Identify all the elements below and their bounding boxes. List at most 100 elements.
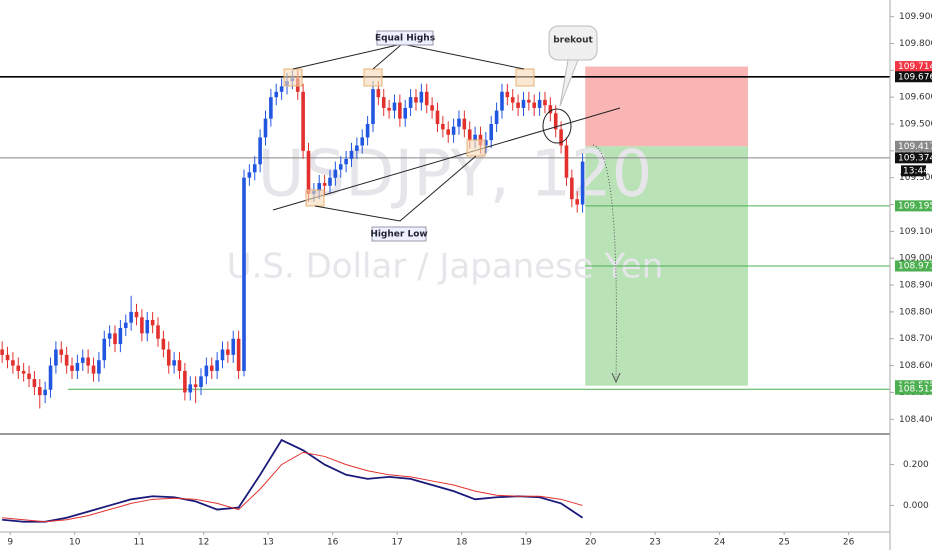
x-tick-label: 18 xyxy=(456,538,468,548)
candle-body xyxy=(204,365,209,377)
y-tick-label: 109.300 xyxy=(899,173,932,183)
candle-body xyxy=(575,199,580,205)
candle-body xyxy=(140,317,144,334)
candle-body xyxy=(107,333,112,339)
candle-body xyxy=(537,99,542,108)
candle-body xyxy=(510,97,515,103)
price-tag: 109.714 xyxy=(898,62,932,72)
y-tick-label: 108.900 xyxy=(899,281,932,291)
arrow-head xyxy=(611,372,621,384)
candle-body xyxy=(279,86,284,92)
candle-body xyxy=(11,360,15,366)
highlight-box xyxy=(305,189,325,207)
breakout-circle xyxy=(542,108,572,144)
y-tick-label: 108.700 xyxy=(899,334,932,344)
candle-body xyxy=(54,349,58,366)
price-tag: 109.676 xyxy=(898,72,932,82)
candle-body xyxy=(64,354,69,366)
highlight-box xyxy=(363,68,383,87)
candle-body xyxy=(252,164,257,173)
candle-body xyxy=(150,319,155,326)
candle-body xyxy=(473,134,477,141)
price-tag-bg xyxy=(895,260,932,272)
candle-body xyxy=(392,102,397,111)
x-tick-label: 11 xyxy=(133,538,144,548)
label-box xyxy=(371,226,427,242)
candle-body xyxy=(32,379,37,388)
marks xyxy=(0,70,890,523)
candle-body xyxy=(113,333,117,345)
candle-body xyxy=(441,124,445,130)
indicator-line xyxy=(2,451,583,523)
candle-body xyxy=(381,97,386,108)
candle-body xyxy=(247,172,252,178)
connector xyxy=(314,155,477,222)
candle-body xyxy=(484,140,488,146)
candle-body xyxy=(333,169,338,178)
timer-bg xyxy=(901,165,926,177)
candle-body xyxy=(226,349,230,355)
candle-body xyxy=(457,118,461,127)
annotation-label: Equal Highs xyxy=(375,34,435,44)
price-tag-bg xyxy=(895,383,932,395)
candle-body xyxy=(21,370,26,374)
watermark-subtitle: U.S. Dollar / Japanese Yen xyxy=(227,247,664,287)
candle-body xyxy=(48,365,53,390)
candle-body xyxy=(414,97,418,103)
candle-body xyxy=(215,360,219,371)
candle-body xyxy=(156,325,160,339)
label-box xyxy=(376,30,434,46)
x-tick-label: 13 xyxy=(262,538,273,548)
x-tick-label: 17 xyxy=(391,538,402,548)
price-tag: 108.971 xyxy=(898,261,932,271)
candle-body xyxy=(75,362,80,371)
candle-body xyxy=(183,370,187,393)
candle-body xyxy=(322,183,327,186)
candle-body xyxy=(521,99,526,108)
x-tick-label: 23 xyxy=(649,538,660,548)
candle-body xyxy=(430,105,434,111)
candle-body xyxy=(242,177,246,371)
candle-body xyxy=(274,91,279,98)
price-tag: 109.374 xyxy=(898,153,932,163)
candle-body xyxy=(408,97,413,108)
candle-body xyxy=(467,129,472,141)
connector xyxy=(401,43,525,70)
candle-body xyxy=(360,137,365,146)
candle-body xyxy=(27,373,31,380)
candle-body xyxy=(435,110,440,125)
x-tick-label: 26 xyxy=(843,538,855,548)
highlight-box xyxy=(283,68,303,87)
candle-body xyxy=(269,97,273,119)
candle-body xyxy=(80,357,85,363)
y-tick-label: 109.900 xyxy=(899,12,932,22)
candle-body xyxy=(188,384,193,393)
annotation-label: Higher Low xyxy=(370,230,427,240)
x-tick-label: 12 xyxy=(198,538,209,548)
candle-body xyxy=(532,102,537,108)
candle-body xyxy=(199,376,203,388)
candle-body xyxy=(564,145,569,178)
candle-body xyxy=(70,365,74,371)
candle-body xyxy=(263,118,268,138)
axes: 108.400108.500108.600108.700108.800108.9… xyxy=(7,12,932,548)
candle-body xyxy=(376,89,381,98)
projection-arrow xyxy=(592,144,618,381)
candle-body xyxy=(161,338,166,350)
highlight-box xyxy=(466,139,486,157)
candle-body xyxy=(59,349,64,355)
y-tick-label: 109.800 xyxy=(899,39,932,49)
candle-body xyxy=(5,354,10,361)
candle-body xyxy=(494,110,499,125)
price-tag-bg xyxy=(895,140,932,152)
indicator-line xyxy=(2,438,584,523)
y-tick-label: 109.500 xyxy=(899,120,932,130)
candle-body xyxy=(123,322,128,329)
candle-body xyxy=(306,150,311,194)
candle-body xyxy=(570,177,574,200)
candle-body xyxy=(580,161,585,205)
candle-body xyxy=(118,328,123,345)
price-tag-bg xyxy=(895,200,932,212)
candle-body xyxy=(134,311,139,318)
candle-body xyxy=(236,338,241,371)
